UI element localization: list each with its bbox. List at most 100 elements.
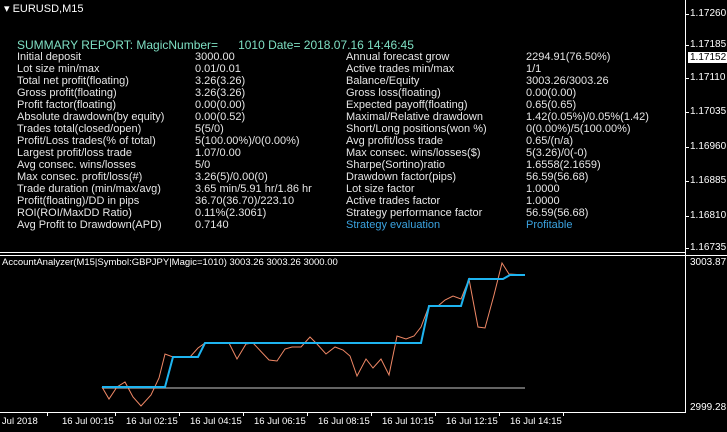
price-label: 1.17260 [690, 8, 727, 19]
report-value: 3.26(3.26) [195, 75, 246, 87]
pane-separator[interactable] [0, 252, 686, 253]
report-label: Avg consec. wins/losses [17, 159, 137, 171]
price-tick [686, 147, 689, 148]
price-label: 1.17110 [690, 72, 726, 83]
report-label: Short/Long positions(won %) [346, 123, 487, 135]
price-tick [686, 248, 689, 249]
report-label: Lot size min/max [17, 63, 100, 75]
equity-line [101, 261, 526, 407]
symbol-text: EURUSD,M15 [12, 3, 84, 15]
report-value: 1.0000 [526, 183, 560, 195]
time-tick [435, 413, 436, 416]
report-value: 5(5/0) [195, 123, 224, 135]
time-label: 16 Jul 12:15 [446, 416, 498, 427]
report-value: 3000.00 [195, 51, 235, 63]
report-label: Lot size factor [346, 183, 415, 195]
report-label: Active trades min/max [346, 63, 455, 75]
report-value: 0.7140 [195, 219, 229, 231]
price-axis-line [685, 0, 686, 413]
report-label: ROI(ROI/MaxDD Ratio) [17, 207, 132, 219]
report-label: Max consec. profit/loss(#) [17, 171, 143, 183]
report-value: Profitable [526, 219, 573, 231]
price-label: 1.16960 [690, 141, 727, 152]
report-label: Avg profit/loss trade [346, 135, 444, 147]
time-label: 16 Jul 14:15 [510, 416, 562, 427]
report-value: 5(3.26)/0(-0) [526, 147, 588, 159]
report-label: Gross loss(floating) [346, 87, 441, 99]
report-label: Max consec. wins/losses($) [346, 147, 481, 159]
time-label: 16 Jul 08:15 [318, 416, 370, 427]
report-label: Profit(floating)/DD in pips [17, 195, 140, 207]
report-label: Initial deposit [17, 51, 82, 63]
report-label: Absolute drawdown(by equity) [17, 111, 165, 123]
report-value: 36.70(36.70)/223.10 [195, 195, 295, 207]
time-tick [115, 413, 116, 416]
time-label: 16 Jul 02:15 [126, 416, 178, 427]
report-title: SUMMARY REPORT: MagicNumber= 1010 Date= … [17, 38, 414, 52]
report-label: Balance/Equity [346, 75, 420, 87]
report-label: Profit factor(floating) [17, 99, 117, 111]
chart-symbol-label: ▾ EURUSD,M15 [4, 3, 84, 15]
report-label: Gross profit(floating) [17, 87, 117, 99]
time-axis-line [0, 412, 686, 413]
report-value: 0.00(0.00) [526, 87, 577, 99]
indicator-max-label: 3003.87 [690, 257, 727, 268]
report-value: 3.65 min/5.91 hr/1.86 hr [195, 183, 312, 195]
pane-separator-2 [0, 255, 727, 256]
price-tick [686, 181, 689, 182]
report-value: 3003.26/3003.26 [526, 75, 609, 87]
report-label: Largest profit/loss trade [17, 147, 132, 159]
time-label: 16 Jul 04:15 [190, 416, 242, 427]
balance-line [102, 274, 525, 388]
report-value: 0.00(0.52) [195, 111, 246, 123]
current-price-label: 1.17152 [688, 52, 727, 63]
report-value: 2294.91(76.50%) [526, 51, 611, 63]
report-label: Strategy evaluation [346, 219, 441, 231]
report-label: Trades total(closed/open) [17, 123, 142, 135]
indicator-min-label: 2999.28 [690, 402, 727, 413]
report-value: 1.42(0.05%)/0.05%(1.42) [526, 111, 649, 123]
report-value: 0.00(0.00) [195, 99, 246, 111]
report-label: Avg Profit to Drawdown(APD) [17, 219, 162, 231]
report-label: Annual forecast grow [346, 51, 450, 63]
report-value: 3.26(3.26) [195, 87, 246, 99]
price-label: 1.16810 [690, 210, 727, 221]
report-label: Expected payoff(floating) [346, 99, 468, 111]
time-label: 3 Jul 2018 [0, 416, 38, 427]
price-tick [686, 14, 689, 15]
report-value: 0(0.00%)/5(100.00%) [526, 123, 631, 135]
report-label: Maximal/Relative drawdown [346, 111, 483, 123]
price-tick [686, 112, 689, 113]
price-label: 1.17185 [690, 39, 727, 50]
report-value: 1.0000 [526, 195, 560, 207]
price-tick [686, 216, 689, 217]
price-tick [686, 78, 689, 79]
report-value: 0.11%(2.3061) [195, 207, 267, 219]
price-label: 1.16735 [690, 242, 727, 253]
time-tick [563, 413, 564, 416]
report-value: 1.6558(2.1659) [526, 159, 601, 171]
time-label: 16 Jul 06:15 [254, 416, 306, 427]
report-value: 0.65/(n/a) [526, 135, 574, 147]
time-tick [499, 413, 500, 416]
report-value: 5(100.00%)/0(0.00%) [195, 135, 300, 147]
report-value: 1/1 [526, 63, 542, 75]
time-label: 16 Jul 10:15 [382, 416, 434, 427]
time-label: 16 Jul 00:15 [62, 416, 114, 427]
price-label: 1.17035 [690, 106, 727, 117]
report-value: 5/0 [195, 159, 211, 171]
report-label: Active trades factor [346, 195, 441, 207]
report-label: Profit/Loss trades(% of total) [17, 135, 156, 147]
report-label: Strategy performance factor [346, 207, 483, 219]
time-tick [371, 413, 372, 416]
report-label: Trade duration (min/max/avg) [17, 183, 161, 195]
report-value: 3.26(5)/0.00(0) [195, 171, 268, 183]
report-value: 56.59(56.68) [526, 207, 589, 219]
time-tick [47, 413, 48, 416]
time-tick [243, 413, 244, 416]
report-value: 0.01/0.01 [195, 63, 241, 75]
report-value: 0.65(0.65) [526, 99, 577, 111]
report-value: 1.07/0.00 [195, 147, 241, 159]
report-label: Sharpe(Sortino)ratio [346, 159, 446, 171]
